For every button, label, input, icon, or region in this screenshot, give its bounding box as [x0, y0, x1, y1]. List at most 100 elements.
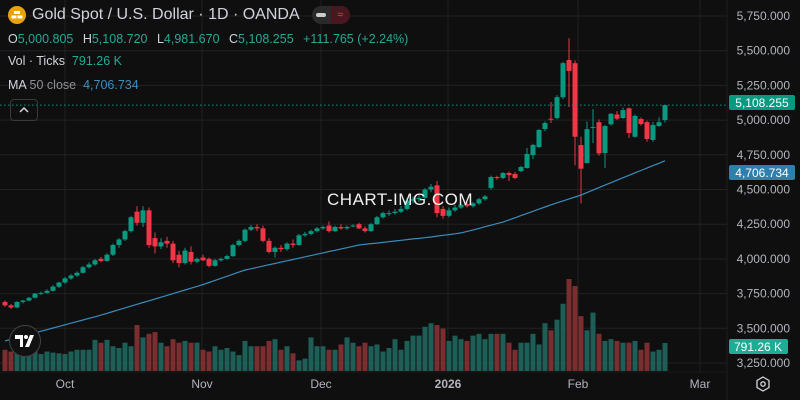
candle-body [362, 228, 368, 232]
volume-bar [26, 355, 32, 371]
volume-bar [344, 337, 350, 371]
volume-bar [356, 346, 362, 371]
candle-body [266, 240, 272, 252]
candle [308, 229, 314, 236]
candle [206, 257, 212, 268]
volume-bar [332, 349, 338, 371]
volume-bar [350, 342, 356, 371]
candle [242, 228, 248, 243]
candle-body [242, 229, 248, 241]
candle [578, 136, 584, 204]
candle [98, 256, 104, 263]
candle [302, 231, 308, 237]
ma-legend[interactable]: MA 50 close 4,706.734 [8, 78, 139, 92]
volume-bar [626, 342, 632, 371]
price-axis[interactable]: 5,750.000 5,500.000 5,250.000 5,000.000 4,75… [737, 9, 791, 370]
volume-bar [290, 353, 296, 371]
volume-bar [284, 346, 290, 371]
volume-bar [470, 335, 476, 371]
candle-body [662, 105, 668, 120]
candle-body [218, 258, 224, 261]
approx-wave-icon[interactable]: ≈ [330, 6, 350, 24]
minus-icon[interactable] [311, 6, 331, 24]
tradingview-logo[interactable] [9, 325, 41, 357]
candle [410, 196, 416, 204]
symbol-header[interactable]: Gold Spot / U.S. Dollar · 1D · OANDA ≈ [8, 6, 350, 24]
candle-body [146, 210, 152, 246]
candle [272, 246, 278, 258]
candle [344, 225, 350, 230]
candle [194, 257, 200, 264]
volume-bar [104, 339, 110, 371]
status-toggle[interactable]: ≈ [311, 6, 350, 24]
candle-body [320, 226, 326, 229]
candle [260, 225, 266, 243]
collapse-legend-button[interactable] [10, 99, 38, 121]
candle [620, 107, 626, 119]
ma-value: 4,706.734 [83, 78, 139, 92]
candle [140, 206, 146, 227]
candle-body [548, 118, 554, 120]
settings-icon[interactable] [754, 375, 772, 393]
volume-bar [434, 324, 440, 371]
candle [458, 203, 464, 209]
volume-bar [206, 351, 212, 371]
volume-bar [572, 286, 578, 371]
candle [32, 292, 38, 299]
volume-bar [476, 333, 482, 371]
candle-body [608, 113, 614, 125]
candle-body [590, 127, 596, 129]
candle [560, 61, 566, 100]
volume-bar [542, 323, 548, 371]
candle [320, 225, 326, 230]
candle [284, 242, 290, 251]
volume-bar [80, 349, 86, 371]
candle-body [62, 278, 68, 283]
candle [530, 143, 536, 159]
candle-body [314, 228, 320, 232]
candle-body [656, 122, 662, 126]
price-tick-label: 5,000.000 [737, 113, 791, 127]
candle-body [470, 203, 476, 207]
candle [392, 208, 398, 215]
candle [158, 238, 164, 250]
volume-bar [488, 333, 494, 371]
volume-bar [410, 335, 416, 371]
price-tick-label: 5,750.000 [737, 9, 791, 23]
candle-body [344, 226, 350, 229]
candle-body [236, 240, 242, 246]
candle-body [386, 213, 392, 215]
candle [92, 258, 98, 266]
candles [2, 38, 668, 309]
candle [494, 175, 500, 180]
candle-body [128, 217, 134, 232]
volume-bar [116, 347, 122, 371]
candle [104, 253, 110, 262]
volume-legend[interactable]: Vol · Ticks 791.26 K [8, 54, 122, 68]
candle-body [296, 235, 302, 246]
volume-bar [554, 319, 560, 371]
candle-body [482, 196, 488, 200]
volume-bar [302, 358, 308, 371]
last-price-badge-text: 5,108.255 [735, 96, 789, 110]
candle-body [212, 260, 218, 266]
volume-bar [92, 339, 98, 371]
ma-badge-text: 4,706.734 [735, 166, 789, 180]
candle-body [326, 225, 332, 232]
candle-body [44, 290, 50, 293]
candle [8, 304, 14, 309]
candle [338, 224, 344, 230]
volume-bar [320, 346, 326, 371]
volume-bar [380, 351, 386, 371]
candle [644, 120, 650, 142]
candle [434, 181, 440, 218]
candle [332, 225, 338, 232]
change-value: +111.765 (+2.24%) [303, 32, 409, 46]
candle [134, 206, 140, 226]
candle [380, 211, 386, 219]
time-tick-label: Feb [568, 377, 589, 391]
candle [554, 95, 560, 120]
volume-bar [200, 349, 206, 371]
time-axis[interactable]: Oct Nov Dec 2026 Feb Mar [56, 377, 711, 391]
